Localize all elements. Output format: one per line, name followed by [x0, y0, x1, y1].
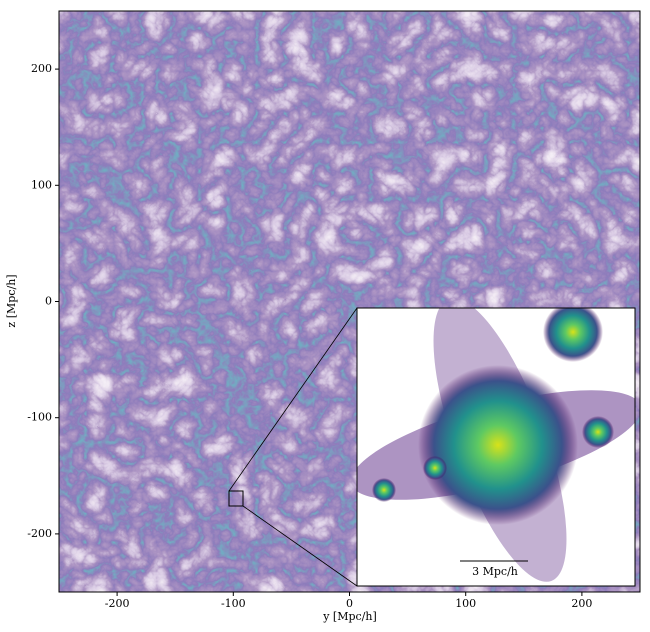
y-axis-label: z [Mpc/h]: [5, 274, 18, 327]
inset: [357, 308, 635, 586]
x-tick-label: -100: [221, 597, 246, 610]
x-tick-label: -200: [105, 597, 130, 610]
y-tick-label: -100: [27, 411, 52, 424]
x-tick-label: 0: [346, 597, 353, 610]
zoom-box: [228, 490, 244, 507]
y-tick-label: -200: [27, 527, 52, 540]
x-tick-label: 100: [455, 597, 476, 610]
y-tick-label: 100: [31, 178, 52, 191]
zoom-connector: [228, 307, 358, 492]
x-axis-label: y [Mpc/h]: [322, 610, 377, 623]
halo: [423, 456, 447, 480]
scale-bar-label: 3 Mpc/h: [472, 565, 518, 578]
y-tick-label: 200: [31, 62, 52, 75]
zoom-connector: [242, 505, 358, 587]
halo: [418, 365, 578, 525]
halo: [543, 308, 603, 362]
y-tick-label: 0: [45, 295, 52, 308]
x-tick-label: 200: [571, 597, 592, 610]
halo: [582, 416, 614, 448]
halo: [372, 478, 396, 502]
inset-frame: [356, 307, 636, 587]
